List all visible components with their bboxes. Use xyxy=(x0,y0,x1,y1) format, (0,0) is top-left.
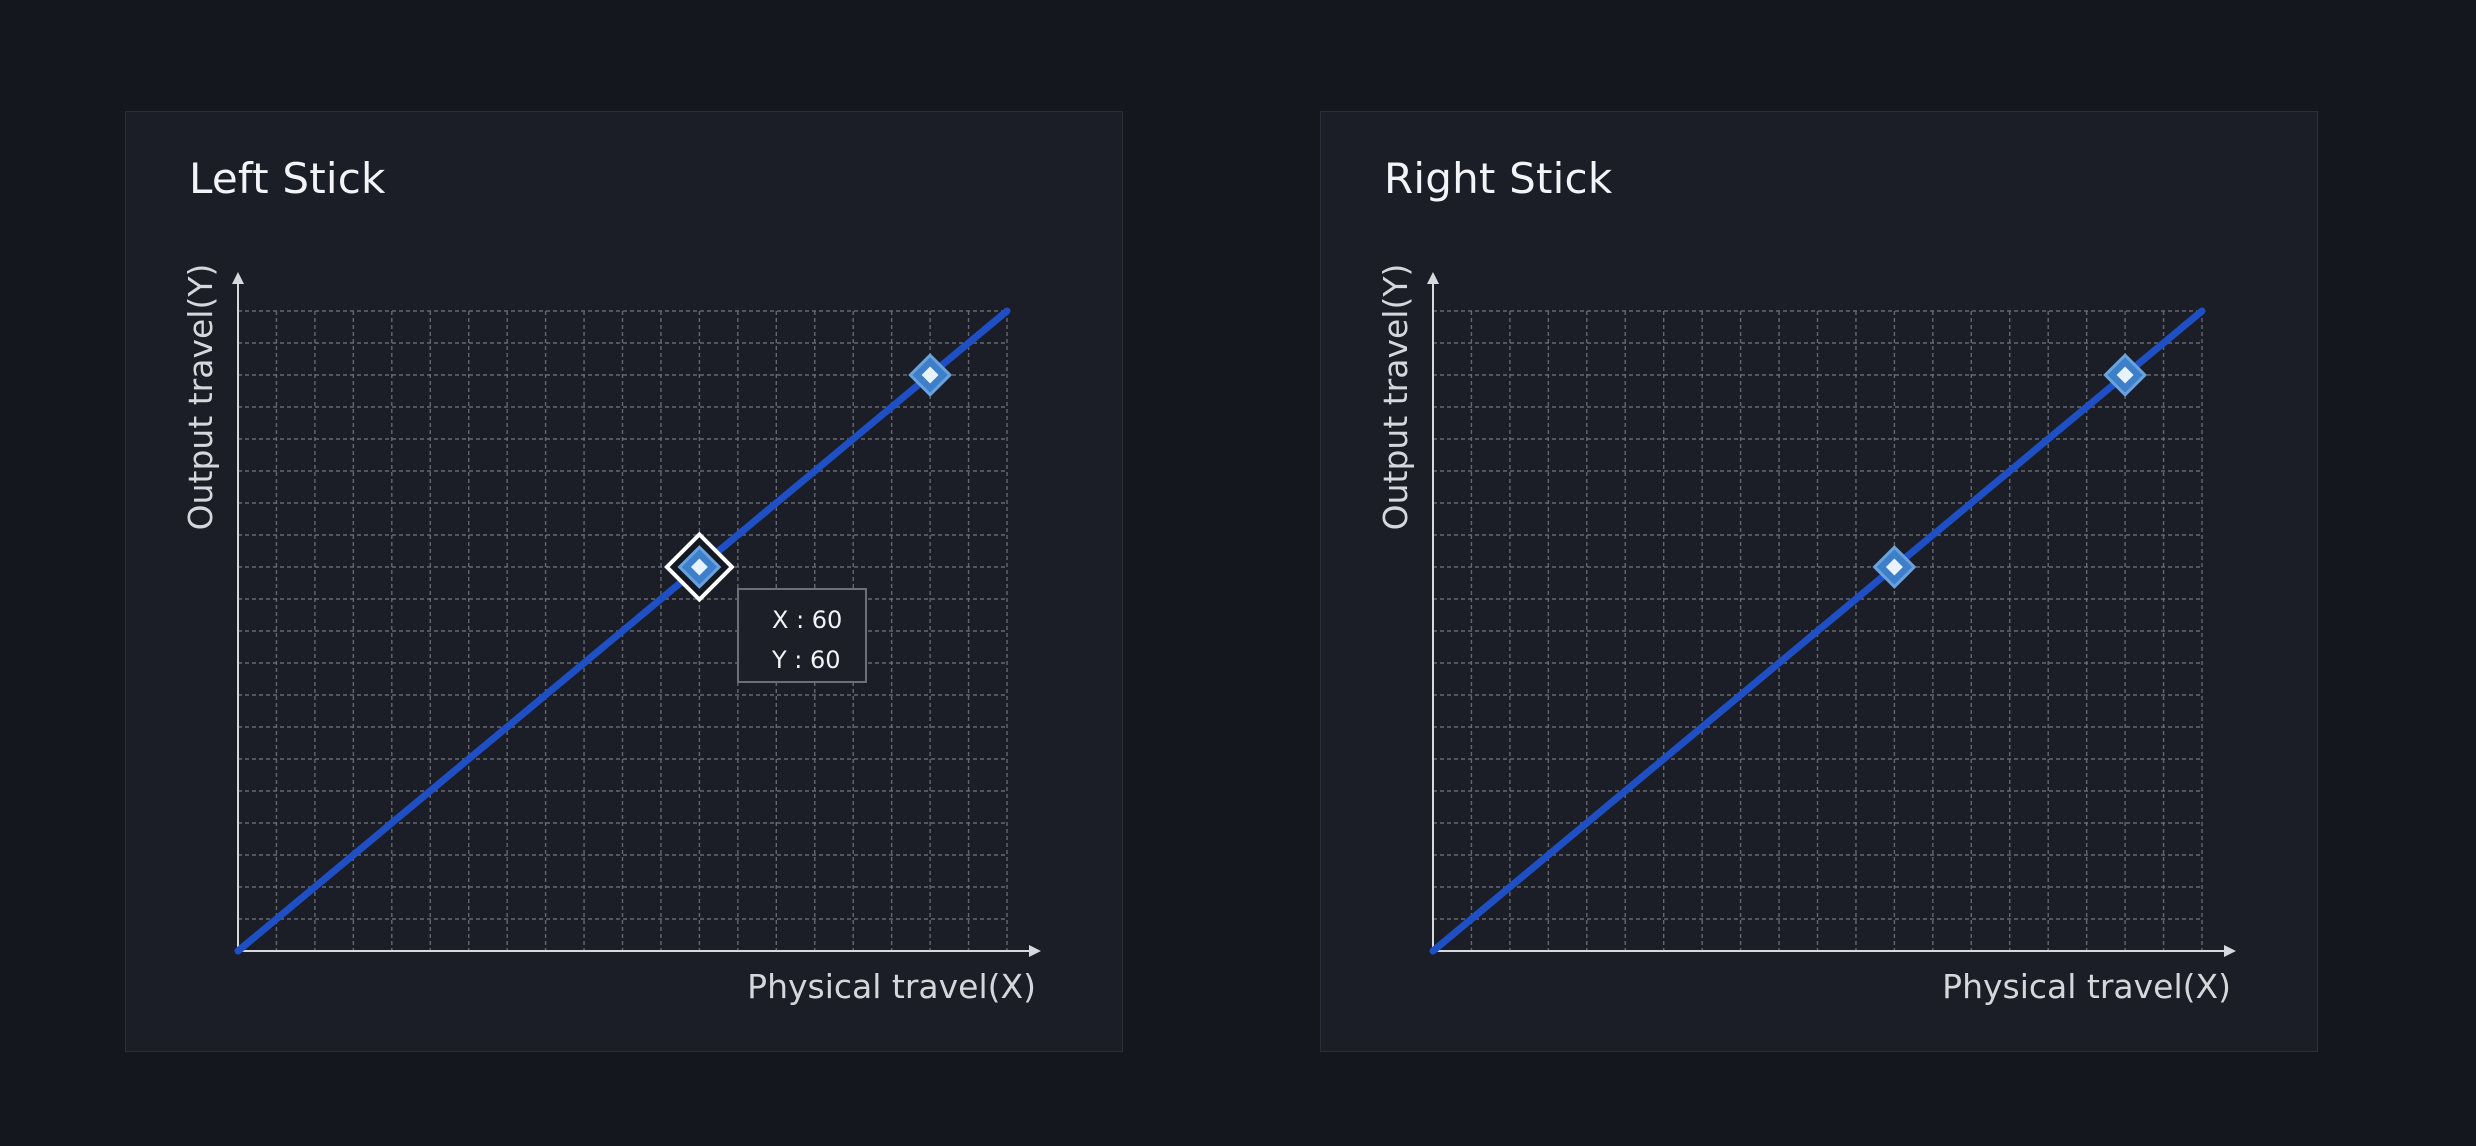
control-point-center xyxy=(690,558,708,576)
control-point-center xyxy=(2116,366,2134,384)
left-stick-curve-chart[interactable]: Output travel(Y) Physical travel(X) xyxy=(126,112,1124,1053)
control-point[interactable] xyxy=(1872,545,1917,589)
control-point[interactable] xyxy=(2103,353,2148,397)
panel-title: Left Stick xyxy=(189,154,386,203)
control-point[interactable] xyxy=(908,353,953,397)
panel-title: Right Stick xyxy=(1384,154,1613,203)
y-axis-label: Output travel(Y) xyxy=(1376,264,1415,531)
right-stick-panel: Right Stick Output travel(Y) Physical tr… xyxy=(1320,111,2318,1052)
response-curve-line xyxy=(234,307,1011,955)
right-stick-curve-chart[interactable]: Output travel(Y) Physical travel(X) xyxy=(1321,112,2319,1053)
x-axis-arrow xyxy=(1029,945,1041,957)
control-point-selection-ring xyxy=(664,531,735,603)
y-axis-arrow xyxy=(232,272,244,284)
point-tooltip: X : 60 Y : 60 xyxy=(737,588,867,683)
y-axis-label: Output travel(Y) xyxy=(181,264,220,531)
tooltip-y-value: Y : 60 xyxy=(772,646,841,674)
y-axis-arrow xyxy=(1427,272,1439,284)
x-axis-label: Physical travel(X) xyxy=(747,967,1036,1006)
x-axis-arrow xyxy=(2224,945,2236,957)
left-stick-panel: Left Stick Output travel(Y) Physical tra… xyxy=(125,111,1123,1052)
response-curve-line xyxy=(1429,307,2206,955)
control-point-selected[interactable] xyxy=(664,531,735,603)
tooltip-x-value: X : 60 xyxy=(772,606,843,634)
x-axis-label: Physical travel(X) xyxy=(1942,967,2231,1006)
control-point-center xyxy=(921,366,939,384)
